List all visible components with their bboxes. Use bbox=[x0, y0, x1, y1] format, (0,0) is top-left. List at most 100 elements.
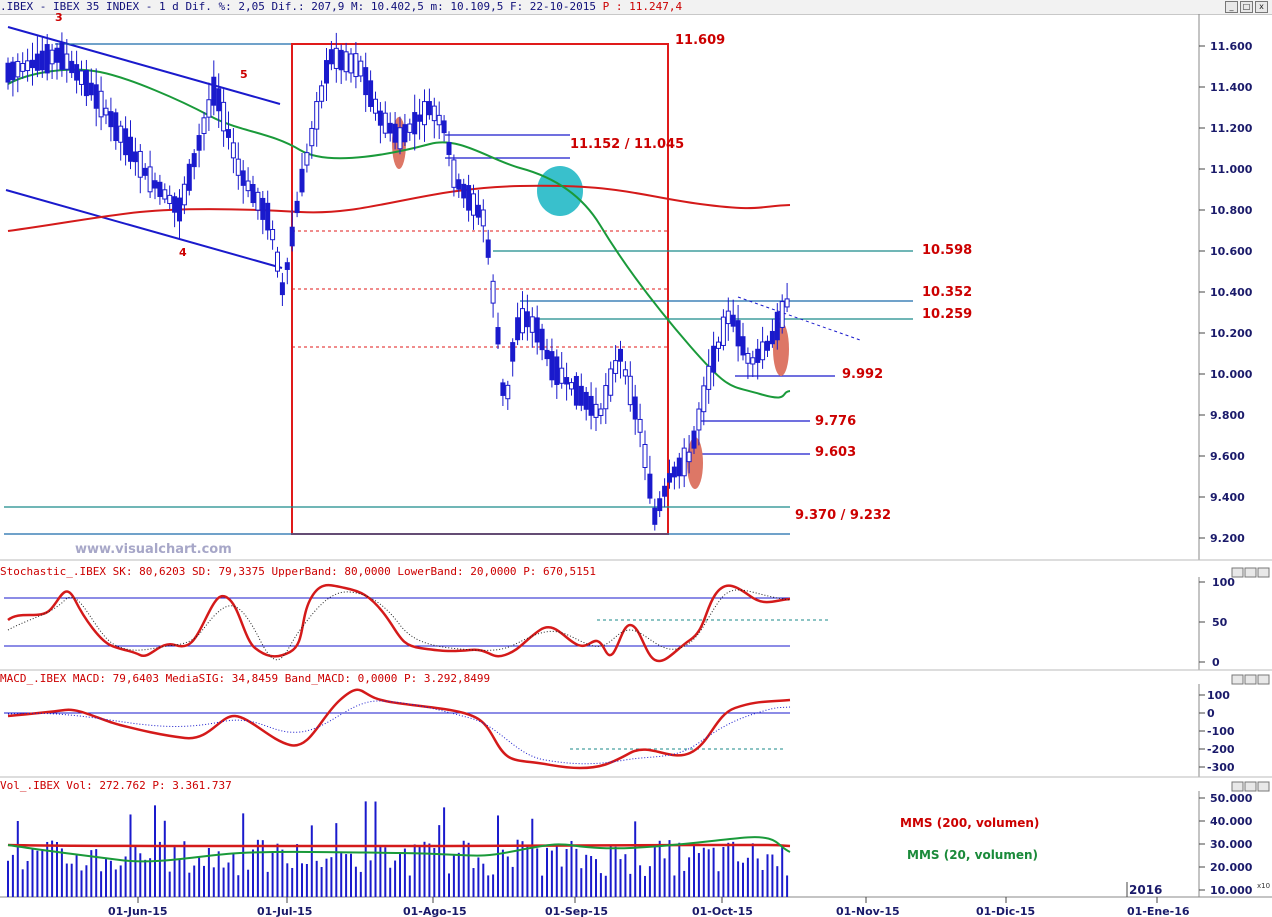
maximize-button[interactable]: □ bbox=[1240, 1, 1253, 13]
x-axis-ticks: 01-Jun-15 01-Jul-15 01-Ago-15 01-Sep-15 01-O… bbox=[108, 882, 1190, 917]
candle-body bbox=[627, 375, 633, 406]
stoch-maximize-button[interactable] bbox=[1244, 567, 1257, 578]
price-ytick-label: 10.600 bbox=[1210, 245, 1253, 258]
price-ytick-label: 11.400 bbox=[1210, 81, 1253, 94]
candle-body bbox=[240, 170, 246, 186]
candle-body bbox=[431, 105, 437, 122]
candle-body bbox=[368, 80, 374, 107]
price-level-label: 11.609 bbox=[675, 33, 725, 48]
x-tick-label: 01-Nov-15 bbox=[836, 905, 900, 917]
price-ytick-label: 10.000 bbox=[1210, 368, 1253, 381]
candle-body bbox=[706, 365, 712, 390]
candle-body bbox=[765, 340, 770, 351]
candle-body bbox=[44, 44, 50, 74]
stochastic-plot: 100 50 0 bbox=[4, 576, 1235, 669]
candle-body bbox=[137, 150, 143, 178]
candle-body bbox=[265, 202, 271, 231]
candle-body bbox=[299, 168, 305, 193]
candle-body bbox=[725, 310, 731, 325]
macd-ytick-label: -200 bbox=[1207, 743, 1235, 756]
candle-body bbox=[730, 314, 736, 327]
volume-ma20-line bbox=[7, 836, 791, 863]
candle-body bbox=[711, 345, 717, 373]
candle-body bbox=[34, 53, 40, 71]
candle-body bbox=[510, 342, 516, 362]
stoch-minimize-button[interactable] bbox=[1231, 567, 1244, 578]
candle-body bbox=[569, 382, 574, 390]
stochastic-last: P: 670,5151 bbox=[523, 565, 597, 578]
candle-body bbox=[152, 180, 158, 189]
candle-body bbox=[103, 107, 109, 116]
candle-body bbox=[417, 114, 423, 122]
candle-body bbox=[583, 391, 589, 410]
candle-body bbox=[260, 197, 266, 220]
candle-body bbox=[181, 183, 187, 206]
volume-minimize-button[interactable] bbox=[1231, 781, 1244, 792]
candle-body bbox=[147, 166, 153, 193]
stoch-close-button[interactable] bbox=[1257, 567, 1270, 578]
candle-body bbox=[564, 377, 570, 385]
price-level-label: 11.152 / 11.045 bbox=[570, 137, 684, 152]
cross-highlight-circle bbox=[537, 166, 583, 216]
candle-body bbox=[211, 76, 217, 106]
candle-body bbox=[505, 384, 511, 400]
macd-ytick-label: 0 bbox=[1207, 707, 1215, 720]
candle-body bbox=[667, 473, 672, 483]
candle-body bbox=[539, 328, 545, 351]
volume-window-buttons bbox=[1231, 781, 1270, 792]
volume-legend-ma200: MMS (200, volumen) bbox=[900, 816, 1039, 830]
candle-body bbox=[10, 61, 16, 81]
candle-body bbox=[588, 395, 594, 416]
x-tick-label: 01-Ene-16 bbox=[1127, 905, 1190, 917]
candle-body bbox=[142, 167, 148, 176]
candle-body bbox=[755, 348, 761, 363]
volume-plot: 50.000 40.000 30.000 20.000 10.000 x10 MMS (20… bbox=[7, 792, 1270, 897]
wave-label: 3 bbox=[55, 11, 63, 24]
year-label: 2016 bbox=[1129, 883, 1162, 897]
candle-body bbox=[221, 101, 227, 132]
candle-body bbox=[196, 135, 202, 151]
candle-body bbox=[578, 385, 584, 406]
close-button[interactable]: x bbox=[1255, 1, 1268, 13]
macd-window-buttons bbox=[1231, 674, 1270, 685]
candle-body bbox=[456, 179, 462, 190]
candle-body bbox=[230, 142, 236, 159]
stoch-k-line bbox=[7, 583, 791, 663]
macd-maximize-button[interactable] bbox=[1244, 674, 1257, 685]
candle-body bbox=[461, 183, 467, 199]
x-tick-label: 01-Jul-15 bbox=[257, 905, 312, 917]
candle-body bbox=[373, 98, 378, 114]
macd-close-button[interactable] bbox=[1257, 674, 1270, 685]
candle-body bbox=[740, 336, 746, 356]
candle-body bbox=[348, 53, 354, 74]
candle-body bbox=[177, 197, 182, 222]
candle-body bbox=[255, 191, 261, 211]
candle-body bbox=[466, 185, 472, 211]
volume-maximize-button[interactable] bbox=[1244, 781, 1257, 792]
candle-body bbox=[784, 298, 790, 308]
candle-body bbox=[216, 88, 222, 112]
volume-ytick-label: 30.000 bbox=[1210, 838, 1253, 851]
candle-body bbox=[245, 180, 251, 192]
candle-body bbox=[436, 114, 442, 126]
price-level-label: 10.259 bbox=[922, 307, 972, 322]
candle-body bbox=[206, 99, 212, 118]
candle-body bbox=[74, 64, 80, 81]
candle-body bbox=[632, 396, 638, 420]
candle-body bbox=[353, 53, 359, 78]
minimize-button[interactable]: _ bbox=[1225, 1, 1238, 13]
candle-body bbox=[20, 62, 26, 72]
candle-body bbox=[304, 152, 310, 166]
candle-body bbox=[123, 128, 129, 156]
downtrend-channel-upper bbox=[7, 26, 281, 105]
candle-body bbox=[676, 457, 682, 477]
wave-label: 4 bbox=[179, 246, 187, 259]
macd-minimize-button[interactable] bbox=[1231, 674, 1244, 685]
macd-signal-line bbox=[7, 700, 791, 765]
volume-close-button[interactable] bbox=[1257, 781, 1270, 792]
candle-body bbox=[98, 90, 104, 118]
candle-body bbox=[451, 159, 457, 188]
volume-ytick-label: 40.000 bbox=[1210, 815, 1253, 828]
candle-body bbox=[495, 327, 501, 345]
candle-body bbox=[681, 447, 687, 477]
